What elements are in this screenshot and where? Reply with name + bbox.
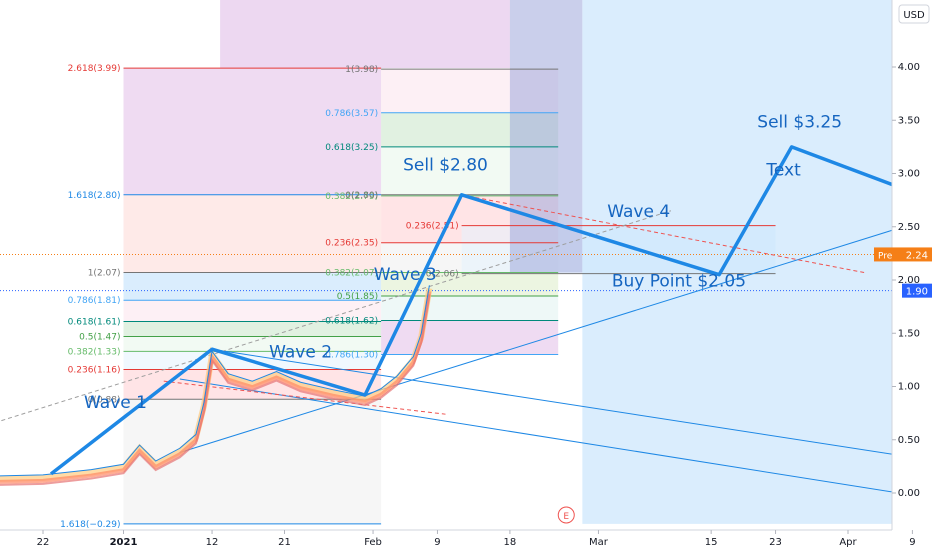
currency-label: USD <box>903 10 925 21</box>
x-axis-bg <box>0 530 932 550</box>
trendline <box>211 348 892 455</box>
price-layer <box>0 285 433 486</box>
x-tick-label: 12 <box>206 537 219 548</box>
trendlines-layer <box>0 194 892 493</box>
fib-zones-layer <box>123 0 892 524</box>
price-series-line <box>0 285 430 477</box>
x-tick-label: 9 <box>434 537 440 548</box>
fib-level-label: 0.382(2.79) <box>325 192 378 202</box>
x-tick-label: 15 <box>705 537 718 548</box>
x-tick-label: 23 <box>769 537 782 548</box>
x-tick-label: 2021 <box>110 537 138 548</box>
wave-path <box>49 145 892 476</box>
y-tick-label: 2.00 <box>898 275 920 286</box>
fib-level-label: 0.786(1.81) <box>68 296 121 306</box>
fib-level-label: 0.618(1.62) <box>325 316 378 326</box>
fib-zone <box>381 194 559 196</box>
fib-level-label: 0.618(3.25) <box>325 143 378 153</box>
fib-level-label: 0.618(1.61) <box>68 318 121 328</box>
price-badge <box>874 247 932 262</box>
fib-zone <box>123 300 382 322</box>
event-marker <box>557 506 575 524</box>
fib-level-label: 1(2.07) <box>88 269 121 279</box>
indicator-ribbon <box>0 290 432 484</box>
fib-level-label: 0.786(1.30) <box>325 351 378 361</box>
x-tick-label: Apr <box>839 537 857 548</box>
y-tick-label: 1.50 <box>898 328 920 339</box>
x-tick-label: 9 <box>909 537 915 548</box>
y-tick-label: 3.00 <box>898 169 920 180</box>
fib-level-label: 0(2.06) <box>426 270 459 280</box>
fib-zone <box>123 336 382 352</box>
fib-level-label: 0.382(1.33) <box>68 347 121 357</box>
wave-layer <box>49 145 892 476</box>
x-tick-label: 18 <box>504 537 517 548</box>
x-tick-label: 22 <box>37 537 50 548</box>
wave-annotation: Text <box>765 161 801 181</box>
fib-level-label: 0.236(1.16) <box>68 365 121 375</box>
fib-zone <box>123 68 382 195</box>
fib-levels-layer: 2.618(3.99) 1.618(2.80) 1(2.07) 0.786(1.81)… <box>60 64 776 530</box>
x-tick-label: 21 <box>278 537 291 548</box>
trendline <box>163 380 446 415</box>
y-tick-label: 3.50 <box>898 115 920 126</box>
price-badge <box>902 283 932 298</box>
fib-zone <box>123 272 382 301</box>
indicator-ribbon <box>0 294 431 486</box>
fib-zone <box>123 194 382 273</box>
fib-level-label: 0(0.88) <box>88 395 121 405</box>
currency-button[interactable]: USD <box>898 4 930 24</box>
trendline <box>0 210 672 422</box>
price-badge-value: 1.90 <box>906 287 928 298</box>
fib-level-label: 1(3.98) <box>345 65 378 75</box>
trendline <box>461 194 865 274</box>
wave-annotation: Sell $3.25 <box>757 113 842 133</box>
fib-level-label: 1.618(2.80) <box>68 191 121 201</box>
wave-annotation: Buy Point $2.05 <box>612 271 746 291</box>
wave-annotation: Wave 3 <box>374 265 437 285</box>
fib-zone <box>381 272 559 296</box>
fib-level-label: 1.618(−0.29) <box>60 520 120 530</box>
fib-zone <box>509 0 583 273</box>
event-marker-label: E <box>563 512 569 522</box>
price-badge-value: 2.24 <box>906 250 928 261</box>
x-tick-label: Feb <box>364 537 382 548</box>
y-tick-label: 0.50 <box>898 435 920 446</box>
wave-annotation: Sell $2.80 <box>403 155 488 175</box>
wave-annotation: Wave 1 <box>84 393 147 413</box>
y-tick-label: 2.50 <box>898 222 920 233</box>
y-tick-label: 0.00 <box>898 488 920 499</box>
fib-level-label: 2.618(3.99) <box>68 64 121 74</box>
fib-level-label: 0.5(1.85) <box>337 292 378 302</box>
fib-level-label: 0.5(1.47) <box>79 332 120 342</box>
fib-zone <box>381 320 559 355</box>
wave-annotation: Wave 2 <box>269 343 332 363</box>
wave-annotation: Wave 4 <box>607 202 670 222</box>
annotations-layer: Wave 1 Wave 2 Wave 3 Sell $2.80 Wave 4 Text Se… <box>84 113 842 524</box>
y-axis-bg <box>892 0 932 550</box>
y-tick-label: 4.00 <box>898 62 920 73</box>
price-badge-tag: Pre <box>878 251 893 261</box>
x-tick-label: Mar <box>589 537 609 548</box>
y-tick-label: 1.00 <box>898 382 920 393</box>
fib-zone <box>582 0 892 524</box>
fib-level-label: 0.786(3.57) <box>325 109 378 119</box>
fib-level-label: 0.236(2.51) <box>406 222 459 232</box>
fib-zone <box>123 321 382 337</box>
fib-zone <box>220 0 510 69</box>
fib-level-label: 0.382(2.07) <box>325 269 378 279</box>
fib-level-label: 0.236(2.35) <box>325 239 378 249</box>
fib-level-label: 0(2.80) <box>345 191 378 201</box>
trendline <box>179 229 892 454</box>
trendline <box>179 378 892 493</box>
